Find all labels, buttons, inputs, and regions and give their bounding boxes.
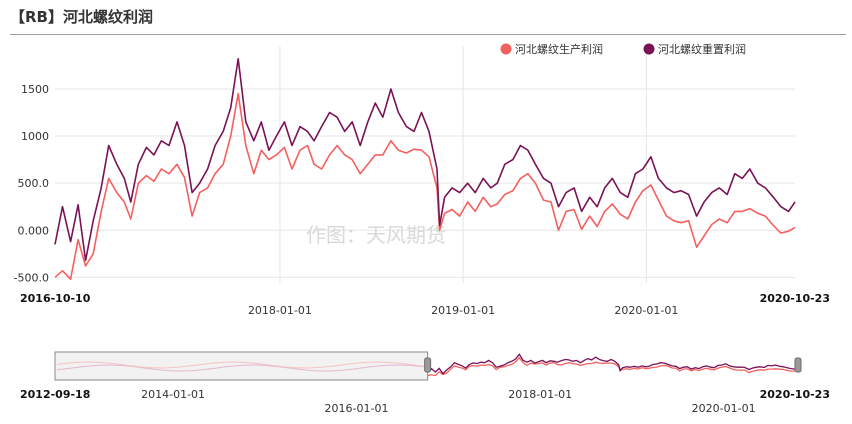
y-tick-label: 500.0 [18, 177, 50, 190]
y-tick-label: 1000 [21, 130, 49, 143]
navigator-tick-label: 2016-01-01 [325, 402, 389, 415]
grid-layer [55, 46, 795, 283]
watermark: 作图：天风期货 [306, 223, 446, 247]
navigator-handle-left[interactable] [424, 357, 432, 373]
series-layer [54, 58, 796, 280]
legend-label: 河北螺纹生产利润 [515, 42, 603, 56]
navigator-history-line [56, 364, 426, 372]
navigator-series-1 [427, 356, 799, 377]
y-tick-label: -500.0 [14, 271, 49, 284]
navigator-history-line [56, 361, 426, 369]
y-axis-labels: -500.0 0.000 500.0 1000 1500 [14, 83, 49, 284]
legend-marker [643, 43, 655, 55]
legend-marker [500, 43, 512, 55]
navigator-tick-label: 2020-01-01 [692, 402, 756, 415]
navigator-mask [54, 351, 429, 381]
chart-title: 【RB】河北螺纹利润 [10, 8, 153, 26]
legend[interactable]: 河北螺纹生产利润 河北螺纹重置利润 [500, 42, 747, 56]
y-tick-label: 1500 [21, 83, 49, 96]
legend-item-1[interactable]: 河北螺纹生产利润 [500, 42, 604, 56]
navigator-tick-label: 2018-01-01 [508, 388, 572, 401]
y-tick-label: 0.000 [18, 224, 50, 237]
series-line-2 [54, 58, 796, 262]
x-tick-label: 2018-01-01 [248, 304, 312, 317]
x-tick-label: 2020-01-01 [614, 304, 678, 317]
x-axis-labels: 2016-10-10 2018-01-01 2019-01-01 2020-01-01… [20, 292, 830, 317]
x-tick-label: 2020-10-23 [760, 292, 830, 305]
x-tick-label: 2019-01-01 [431, 304, 495, 317]
navigator-series-2 [427, 353, 799, 375]
navigator-handle-right[interactable] [794, 357, 802, 373]
title-divider [10, 34, 846, 35]
navigator-tick-label: 2012-09-18 [20, 388, 90, 401]
x-tick-label: 2016-10-10 [20, 292, 91, 305]
series-line-1 [54, 92, 796, 280]
navigator-tick-label: 2014-01-01 [141, 388, 205, 401]
legend-label: 河北螺纹重置利润 [658, 42, 746, 56]
legend-item-2[interactable]: 河北螺纹重置利润 [643, 42, 747, 56]
navigator-tick-label: 2020-10-23 [760, 388, 830, 401]
range-navigator[interactable]: 2012-09-18 2014-01-01 2016-01-01 2018-01-01… [20, 351, 830, 415]
